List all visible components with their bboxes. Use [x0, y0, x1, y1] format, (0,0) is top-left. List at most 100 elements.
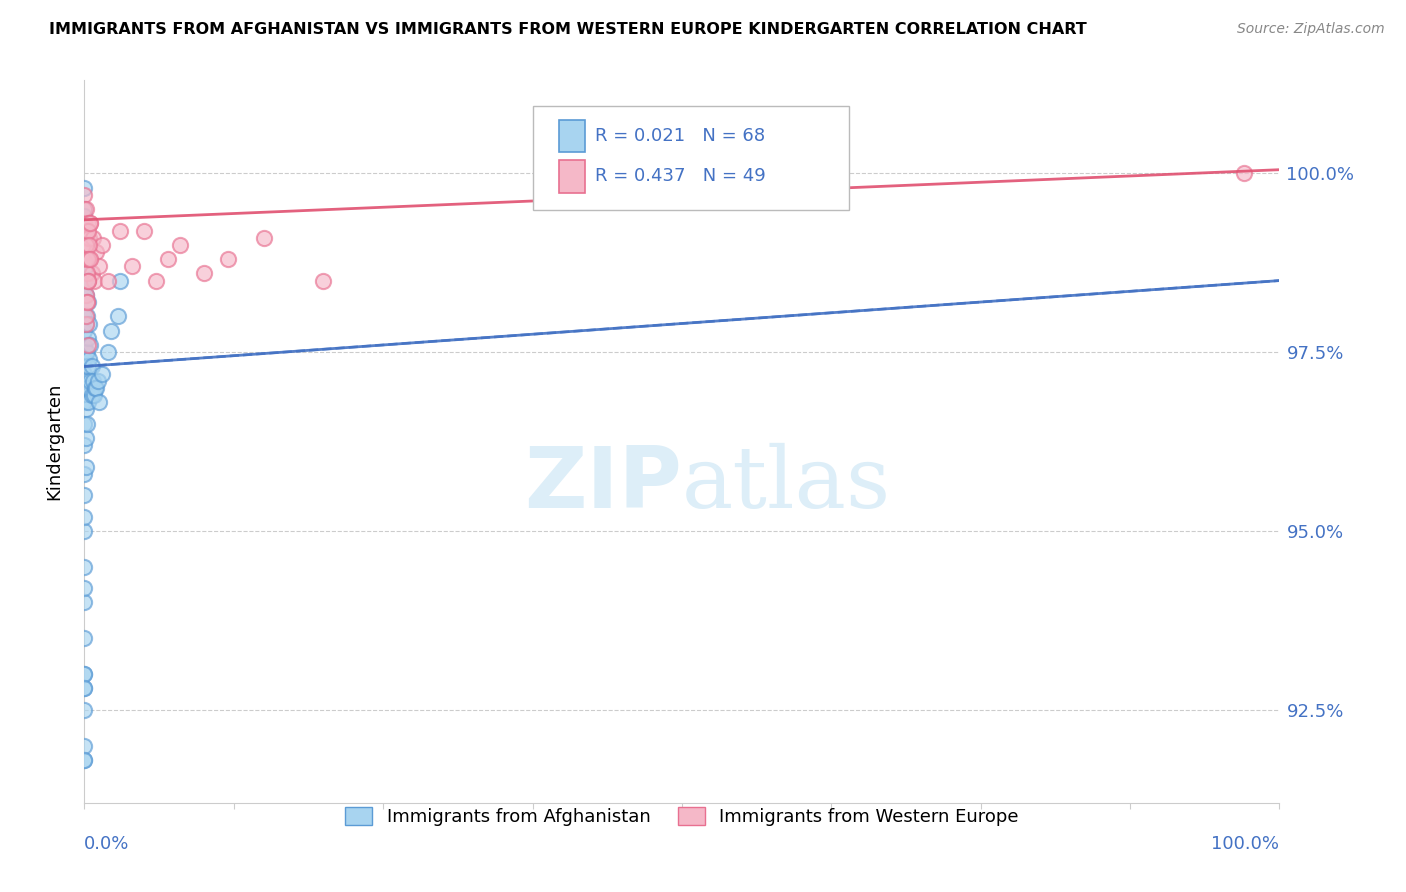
Point — [77, 295, 100, 310]
Point — [73, 324, 96, 338]
Point — [76, 295, 98, 310]
Point — [91, 237, 114, 252]
Point — [73, 223, 96, 237]
Point — [110, 274, 132, 288]
Point — [77, 274, 100, 288]
FancyBboxPatch shape — [533, 105, 849, 211]
Point — [73, 230, 96, 244]
Text: IMMIGRANTS FROM AFGHANISTAN VS IMMIGRANTS FROM WESTERN EUROPE KINDERGARTEN CORRE: IMMIGRANTS FROM AFGHANISTAN VS IMMIGRANT… — [49, 22, 1087, 37]
Point — [77, 352, 100, 367]
Point — [169, 237, 191, 252]
Y-axis label: Kindergarten: Kindergarten — [45, 383, 63, 500]
Point — [75, 459, 97, 474]
Point — [73, 187, 96, 202]
Point — [193, 267, 215, 281]
Point — [77, 395, 100, 409]
Point — [73, 509, 96, 524]
Point — [83, 388, 105, 402]
Point — [76, 345, 98, 359]
Point — [157, 252, 180, 266]
Point — [145, 274, 167, 288]
Point — [312, 274, 335, 288]
Point — [76, 295, 98, 310]
Point — [75, 317, 97, 331]
Point — [76, 381, 98, 395]
Text: atlas: atlas — [682, 443, 891, 526]
Text: Source: ZipAtlas.com: Source: ZipAtlas.com — [1237, 22, 1385, 37]
Point — [73, 252, 96, 266]
Point — [77, 216, 100, 230]
Point — [77, 252, 100, 266]
Point — [75, 288, 97, 302]
Point — [77, 230, 100, 244]
Point — [87, 260, 110, 274]
Point — [77, 359, 100, 374]
Legend: Immigrants from Afghanistan, Immigrants from Western Europe: Immigrants from Afghanistan, Immigrants … — [337, 800, 1026, 833]
Point — [77, 237, 100, 252]
Point — [73, 467, 96, 481]
Point — [73, 739, 96, 753]
Point — [77, 317, 100, 331]
Point — [83, 274, 105, 288]
Point — [87, 395, 110, 409]
Point — [75, 237, 97, 252]
Point — [86, 244, 108, 259]
Point — [75, 288, 97, 302]
Text: R = 0.021   N = 68: R = 0.021 N = 68 — [595, 127, 765, 145]
Point — [75, 244, 97, 259]
Point — [75, 374, 97, 388]
Point — [73, 681, 96, 696]
Bar — [558, 161, 585, 193]
Point — [107, 310, 129, 324]
Point — [73, 438, 96, 452]
Point — [110, 223, 132, 237]
Point — [86, 374, 108, 388]
Point — [73, 381, 96, 395]
Point — [79, 252, 101, 266]
Point — [73, 288, 96, 302]
Text: R = 0.437   N = 49: R = 0.437 N = 49 — [595, 168, 765, 186]
Point — [73, 216, 96, 230]
Point — [121, 260, 143, 274]
Point — [75, 402, 97, 417]
Point — [73, 753, 96, 767]
Point — [132, 223, 156, 237]
Point — [73, 338, 96, 352]
Point — [80, 267, 103, 281]
Point — [79, 374, 101, 388]
Point — [73, 274, 96, 288]
Point — [75, 431, 97, 445]
Point — [73, 180, 96, 194]
Point — [77, 331, 100, 345]
Point — [79, 338, 101, 352]
Point — [73, 202, 96, 216]
Point — [84, 381, 107, 395]
Point — [80, 388, 103, 402]
Point — [253, 230, 276, 244]
Point — [77, 274, 100, 288]
Point — [77, 338, 100, 352]
Point — [75, 230, 97, 244]
Point — [77, 237, 100, 252]
Point — [73, 581, 96, 595]
Point — [73, 667, 96, 681]
Text: 100.0%: 100.0% — [1212, 835, 1279, 854]
Point — [1233, 166, 1256, 180]
Point — [91, 367, 114, 381]
Text: ZIP: ZIP — [524, 443, 682, 526]
Point — [75, 310, 97, 324]
Point — [75, 223, 97, 237]
Point — [80, 359, 103, 374]
Point — [73, 632, 96, 646]
Point — [79, 252, 101, 266]
Point — [217, 252, 239, 266]
Text: 0.0%: 0.0% — [84, 835, 129, 854]
Point — [73, 417, 96, 431]
Point — [73, 488, 96, 502]
Point — [73, 202, 96, 216]
Point — [82, 374, 104, 388]
Point — [73, 595, 96, 609]
Point — [73, 703, 96, 717]
Point — [73, 559, 96, 574]
Point — [76, 252, 98, 266]
